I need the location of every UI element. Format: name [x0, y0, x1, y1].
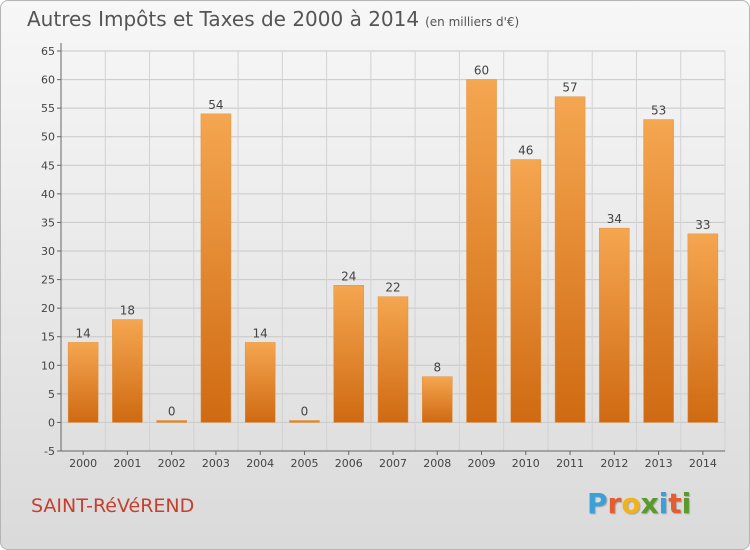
data-label: 8 [433, 361, 441, 375]
chart-title: Autres Impôts et Taxes de 2000 à 2014 (en… [27, 7, 519, 31]
data-label: 22 [385, 281, 400, 295]
y-tick-label: 55 [41, 102, 55, 115]
bar [643, 119, 674, 423]
x-tick-label: 2003 [202, 457, 230, 470]
logo-letter: r [607, 487, 622, 520]
commune-name: SAINT-RéVéREND [31, 495, 195, 517]
bar [289, 420, 320, 423]
x-tick-label: 2000 [69, 457, 97, 470]
x-tick-label: 2012 [600, 457, 628, 470]
data-labels: 14 18 0 54 14 0 24 22 8 60 46 57 34 53 33 [75, 64, 710, 419]
data-label: 14 [75, 326, 90, 340]
bar [200, 113, 232, 423]
logo-letter: i [658, 487, 669, 520]
data-label: 60 [474, 64, 489, 78]
x-tick-label: 2002 [158, 457, 186, 470]
data-label: 0 [301, 404, 309, 418]
y-tick-label: 60 [41, 74, 55, 87]
proxiti-logo: Proxiti [587, 487, 691, 520]
y-tick-label: 20 [41, 302, 55, 315]
y-tick-label: 30 [41, 245, 55, 258]
bar [510, 159, 542, 423]
logo-letter: P [587, 487, 608, 520]
data-label: 18 [120, 304, 135, 318]
x-tick-label: 2001 [113, 457, 141, 470]
y-tick-label: 35 [41, 216, 55, 229]
bar [156, 420, 187, 423]
logo-letter: i [681, 487, 692, 520]
bar [422, 376, 453, 423]
logo-letter: t [668, 487, 682, 520]
y-tick-label: 50 [41, 131, 55, 144]
y-tick-label: 40 [41, 188, 55, 201]
y-tick-label: 5 [48, 388, 55, 401]
bar [112, 319, 143, 423]
y-tick-label: -5 [44, 445, 55, 458]
data-label: 24 [341, 269, 356, 283]
data-label: 53 [651, 104, 666, 118]
x-tick-label: 2005 [290, 457, 318, 470]
data-label: 46 [518, 144, 533, 158]
bar [466, 79, 497, 423]
bar [687, 233, 719, 423]
x-tick-label: 2007 [379, 457, 407, 470]
data-label: 34 [607, 212, 622, 226]
bar [244, 342, 276, 423]
x-tick-label: 2011 [556, 457, 584, 470]
logo-letter: o [621, 487, 641, 520]
data-label: 0 [168, 404, 176, 418]
y-tick-label: 65 [41, 45, 55, 58]
bar [554, 96, 586, 423]
x-tick-label: 2013 [645, 457, 673, 470]
x-tick-label: 2009 [468, 457, 496, 470]
x-tick-label: 2010 [512, 457, 540, 470]
y-tick-label: 0 [48, 416, 55, 429]
x-tick-label: 2014 [689, 457, 717, 470]
bar [599, 227, 630, 423]
x-tick-label: 2006 [335, 457, 363, 470]
data-label: 14 [253, 326, 268, 340]
y-tick-label: 45 [41, 159, 55, 172]
bars [67, 79, 719, 423]
x-tick-label: 2008 [423, 457, 451, 470]
chart-unit: (en milliers d'€) [425, 15, 520, 29]
bar [333, 285, 364, 423]
axes: -5 0 5 10 15 20 25 30 35 40 45 50 55 60 65 2000 2001 2002… [41, 43, 725, 470]
data-label: 57 [562, 81, 577, 95]
bar [67, 342, 99, 423]
logo-letter: x [640, 487, 659, 520]
x-tick-label: 2004 [246, 457, 274, 470]
data-label: 33 [695, 218, 710, 232]
y-tick-label: 25 [41, 274, 55, 287]
y-tick-label: 15 [41, 331, 55, 344]
data-label: 54 [208, 98, 223, 112]
chart-title-text: Autres Impôts et Taxes de 2000 à 2014 [27, 7, 420, 31]
y-tick-label: 10 [41, 359, 55, 372]
bar [377, 296, 409, 423]
